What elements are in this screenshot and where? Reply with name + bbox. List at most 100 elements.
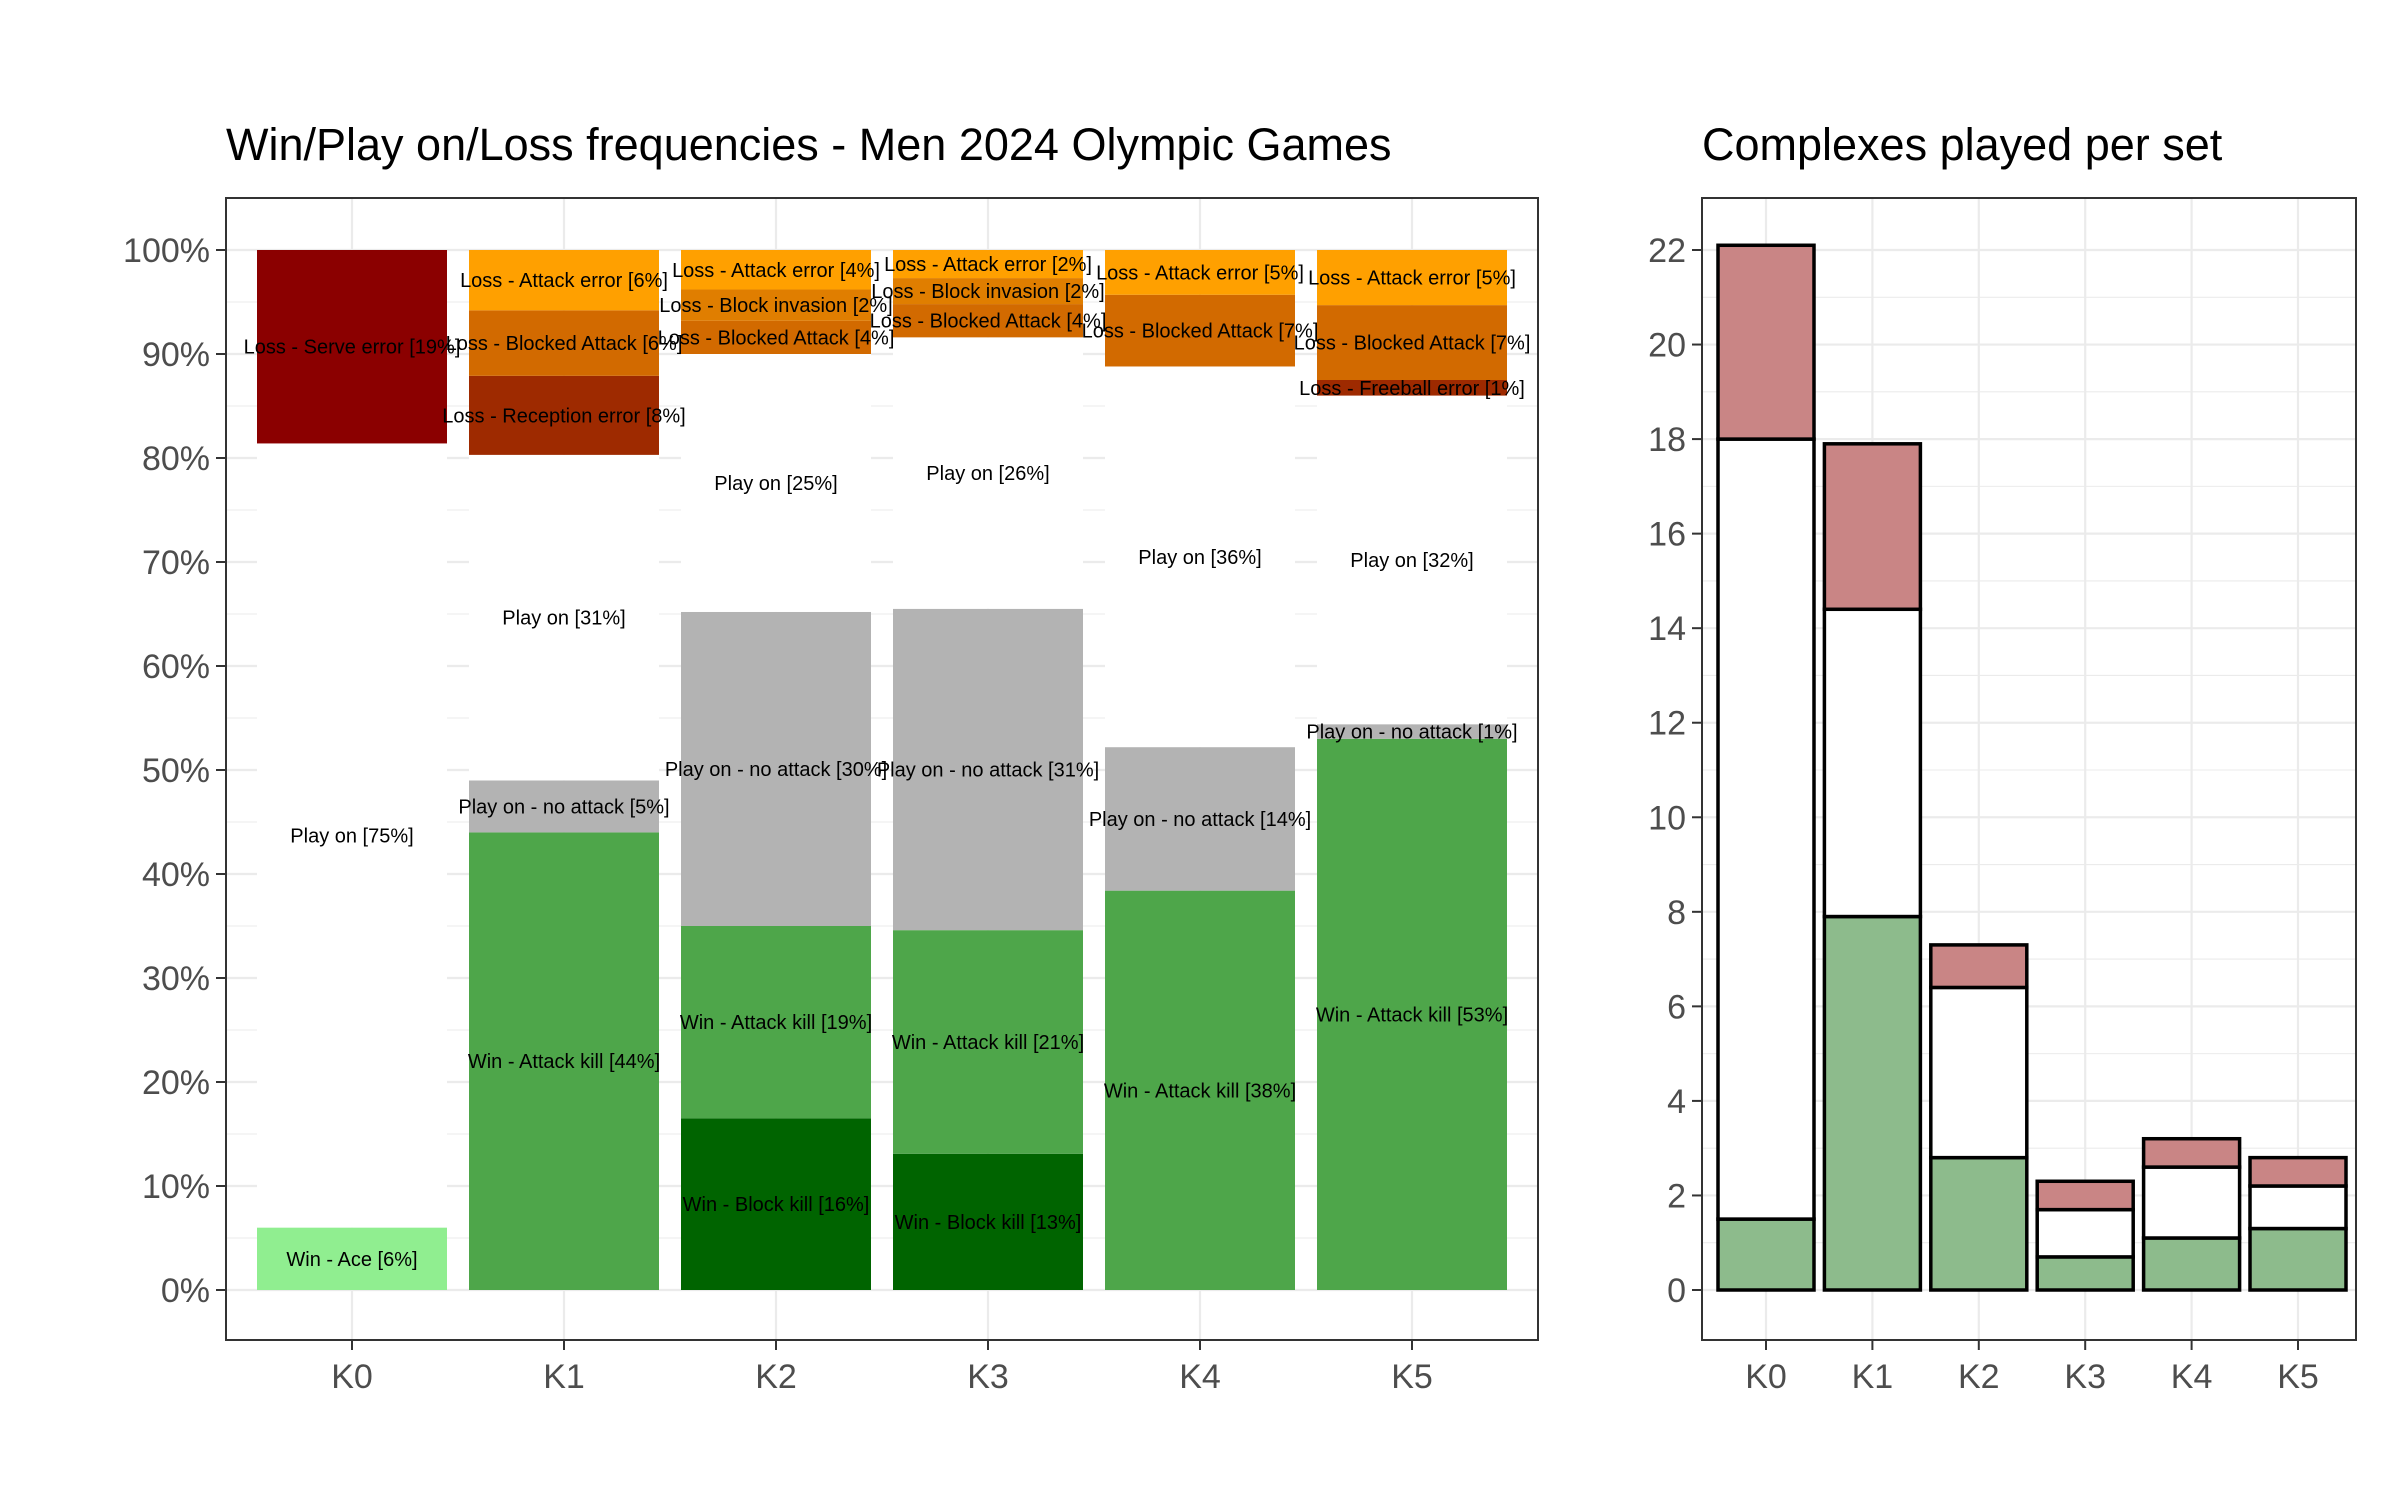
- segment-label-k1: Loss - Blocked Attack [6%]: [446, 333, 683, 355]
- segment-label-k1: Play on - no attack [5%]: [458, 796, 669, 818]
- y-tick-label: 4: [1667, 1083, 1686, 1121]
- bar-segment-k4-s0: [2141, 1236, 2242, 1292]
- left-chart-segment-labels: Win - Ace [6%] Play on [75%] Loss - Serve …: [244, 254, 1531, 1271]
- segment-label-k5: Play on [32%]: [1350, 550, 1473, 572]
- bar-segment-k3-loss-attack-error-2: [893, 250, 1083, 279]
- y-tick-label: 14: [1648, 610, 1686, 648]
- bar-segment-k0-loss-serve-error-19: [257, 250, 447, 444]
- bar-segment-k4-loss-blocked-attack-7: [1105, 294, 1295, 367]
- bar-segment-k4-play-on-36: [1105, 366, 1295, 748]
- bar-segment-k1-s2: [1822, 442, 1923, 612]
- bar-segment-k2-loss-attack-error-4: [681, 250, 871, 290]
- segment-label-k0: Loss - Serve error [19%]: [244, 337, 461, 359]
- bar-segment-k3-play-on-no-attack-31: [893, 608, 1083, 931]
- bar-segment-k1-s1: [1822, 607, 1923, 919]
- y-tick-label: 2: [1667, 1177, 1686, 1215]
- bar-segment-k0-s2: [1716, 243, 1816, 441]
- bar-segment-k2-play-on-25: [681, 354, 871, 612]
- segment-label-k5: Win - Attack kill [53%]: [1316, 1004, 1508, 1026]
- y-tick-label: 0: [1667, 1272, 1686, 1310]
- bar-segment-k0-win-ace-6: [257, 1227, 447, 1290]
- segment-label-k5: Loss - Freeball error [1%]: [1299, 378, 1525, 400]
- y-tick-label: 10%: [142, 1168, 210, 1206]
- right-chart-title: Complexes played per set: [1702, 119, 2223, 170]
- bar-segment-k4-win-attack-kill-38: [1105, 890, 1295, 1290]
- bar-segment-k0-s0: [1716, 1217, 1816, 1292]
- bar-segment-k3-s2: [2035, 1179, 2135, 1212]
- bar-segment-k1-play-on-no-attack-5: [469, 780, 659, 833]
- x-tick-label: K1: [1852, 1358, 1894, 1396]
- bar-segment-k5-loss-attack-error-5: [1317, 250, 1507, 306]
- y-tick-label: 30%: [142, 960, 210, 998]
- segment-label-k4: Play on - no attack [14%]: [1089, 809, 1311, 831]
- bar-segment-k5-s1: [2248, 1184, 2348, 1231]
- bar-segment-k3-play-on-26: [893, 337, 1083, 609]
- left-chart-title: Win/Play on/Loss frequencies - Men 2024 …: [226, 119, 1392, 170]
- segment-label-k3: Win - Block kill [13%]: [895, 1212, 1082, 1234]
- left-chart-bars: [257, 250, 1507, 1290]
- bar-segment-k5-win-attack-kill-53: [1317, 738, 1507, 1290]
- bar-segment-k1-loss-attack-error-6: [469, 250, 659, 311]
- bar-segment-k1-loss-reception-error-8: [469, 375, 659, 455]
- y-tick-label: 18: [1648, 421, 1686, 459]
- bar-segment-k2-s0: [1929, 1155, 2029, 1292]
- x-tick-label: K5: [1391, 1358, 1433, 1396]
- segment-label-k0: Play on [75%]: [290, 826, 413, 848]
- x-tick-label: K2: [1958, 1358, 2000, 1396]
- right-chart-axes: 0 2 4 6 8 10 12 14 16 18 20 22 K0 K1 K2 K3 K4 K5: [1648, 232, 2319, 1396]
- x-tick-label: K1: [543, 1358, 585, 1396]
- segment-label-k3: Loss - Attack error [2%]: [884, 254, 1092, 276]
- bar-segment-k0-s1: [1716, 437, 1816, 1221]
- bar-segment-k2-win-attack-kill-19: [681, 926, 871, 1119]
- bar-segment-k4-s2: [2141, 1136, 2242, 1169]
- segment-label-k3: Play on - no attack [31%]: [877, 759, 1099, 781]
- segment-label-k3: Play on [26%]: [926, 463, 1049, 485]
- y-tick-label: 12: [1648, 705, 1686, 743]
- bar-segment-k2-win-block-kill-16: [681, 1118, 871, 1290]
- segment-label-k4: Play on [36%]: [1138, 547, 1261, 569]
- bar-segment-k0-play-on-75: [257, 443, 447, 1228]
- left-chart-axes: 0% 10% 20% 30% 40% 50% 60% 70% 80% 90% 100% K0 K1 K2 K…: [123, 232, 1433, 1396]
- x-tick-label: K3: [2064, 1358, 2106, 1396]
- x-tick-label: K0: [331, 1358, 373, 1396]
- bar-segment-k3-win-block-kill-13: [893, 1153, 1083, 1290]
- bar-segment-k2-s2: [1929, 943, 2029, 990]
- segment-label-k4: Loss - Attack error [5%]: [1096, 262, 1304, 284]
- bar-segment-k2-loss-blocked-attack-4: [681, 320, 871, 354]
- x-tick-label: K4: [2171, 1358, 2213, 1396]
- segment-label-k2: Play on - no attack [30%]: [665, 759, 887, 781]
- bar-segment-k3-s0: [2035, 1255, 2135, 1292]
- segment-label-k5: Loss - Attack error [5%]: [1308, 268, 1516, 290]
- y-tick-label: 16: [1648, 516, 1686, 554]
- segment-label-k2: Play on [25%]: [714, 473, 837, 495]
- segment-label-k4: Win - Attack kill [38%]: [1104, 1080, 1296, 1102]
- bar-segment-k3-s1: [2035, 1207, 2135, 1259]
- y-tick-label: 40%: [142, 856, 210, 894]
- right-chart-bars: [1716, 243, 2348, 1292]
- segment-label-k0: Win - Ace [6%]: [286, 1249, 417, 1271]
- y-tick-label: 70%: [142, 544, 210, 582]
- y-tick-label: 20: [1648, 327, 1686, 365]
- segment-label-k3: Loss - Blocked Attack [4%]: [870, 311, 1107, 333]
- segment-label-k2: Win - Block kill [16%]: [683, 1194, 870, 1216]
- y-tick-label: 80%: [142, 440, 210, 478]
- x-tick-label: K2: [755, 1358, 797, 1396]
- bar-segment-k5-play-on-32: [1317, 395, 1507, 725]
- bar-segment-k5-s2: [2248, 1155, 2348, 1188]
- bar-segment-k3-win-attack-kill-21: [893, 930, 1083, 1154]
- segment-label-k1: Loss - Reception error [8%]: [442, 405, 685, 427]
- y-tick-label: 10: [1648, 799, 1686, 837]
- segment-label-k3: Win - Attack kill [21%]: [892, 1032, 1084, 1054]
- x-tick-label: K4: [1179, 1358, 1221, 1396]
- y-tick-label: 0%: [161, 1272, 210, 1310]
- segment-label-k1: Play on [31%]: [502, 608, 625, 630]
- x-tick-label: K0: [1745, 1358, 1787, 1396]
- y-tick-label: 8: [1667, 894, 1686, 932]
- segment-label-k2: Loss - Blocked Attack [4%]: [658, 327, 895, 349]
- bar-segment-k5-loss-freeball-error-1: [1317, 380, 1507, 396]
- bar-segment-k5-loss-blocked-attack-7: [1317, 305, 1507, 380]
- bar-segment-k5-s0: [2248, 1226, 2348, 1292]
- segment-label-k3: Loss - Block invasion [2%]: [871, 281, 1104, 303]
